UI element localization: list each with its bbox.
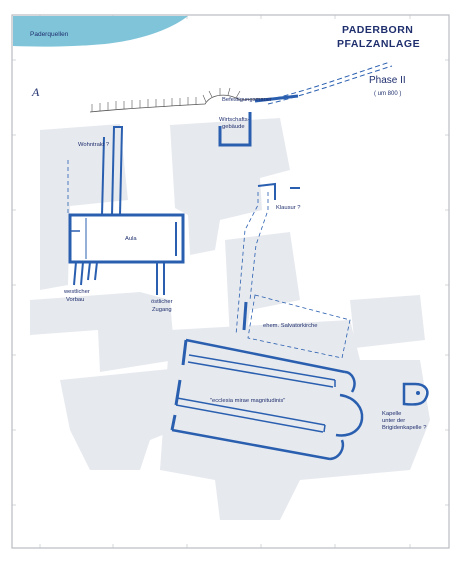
- foundation-shadows: [30, 118, 430, 520]
- label-befestigungsmauer: Befestigungsmauer: [222, 97, 272, 103]
- label-aula: Aula: [125, 236, 137, 242]
- north-arrow-icon: A: [31, 85, 40, 99]
- label-kapelle-3: Brigidenkapelle ?: [382, 425, 427, 431]
- wohntrakt-corridor: [67, 126, 123, 216]
- salvator-wall: [242, 301, 248, 331]
- fortification-wall-segment: [254, 94, 299, 103]
- map-frame: [11, 14, 450, 549]
- fortification-dashed: [267, 61, 393, 105]
- label-wohntrakt: Wohntrakt ?: [78, 142, 110, 148]
- label-paderquellen: Paderquellen: [30, 31, 69, 38]
- slope-line: [89, 94, 273, 113]
- aula-building: [68, 213, 185, 295]
- connection-dashed: [235, 192, 269, 336]
- wirtschaftsgebaeude: [218, 112, 252, 147]
- label-kapelle-2: unter der: [382, 418, 405, 424]
- phase-label: Phase II: [369, 75, 406, 86]
- label-oestlicher-2: Zugang: [152, 307, 172, 313]
- slope-hatching: [91, 87, 241, 112]
- label-westlicher-1: westlicher: [63, 289, 90, 295]
- title-line2: PFALZANLAGE: [337, 38, 420, 50]
- kapelle-building: [402, 382, 429, 406]
- salvatorkirche: [247, 294, 351, 359]
- klausur-building: [257, 182, 300, 200]
- label-wirtschaft-1: Wirtschafts-: [219, 117, 250, 123]
- label-klausur: Klausur ?: [276, 205, 301, 211]
- title-line1: PADERBORN: [342, 24, 413, 36]
- date-label: ( um 800 ): [374, 91, 401, 97]
- label-westlicher-2: Vorbau: [66, 297, 84, 303]
- label-oestlicher-1: östlicher: [151, 299, 173, 305]
- label-ecclesia: "ecclesia mirae magnitudinis": [210, 398, 285, 404]
- grid-ticks: [12, 15, 449, 548]
- ecclesia-building: [170, 338, 364, 461]
- paderquellen-water: [13, 16, 188, 47]
- label-kapelle-1: Kapelle: [382, 411, 401, 417]
- label-salvator: ehem. Salvatorkirche: [263, 323, 317, 329]
- label-wirtschaft-2: gebäude: [222, 124, 245, 130]
